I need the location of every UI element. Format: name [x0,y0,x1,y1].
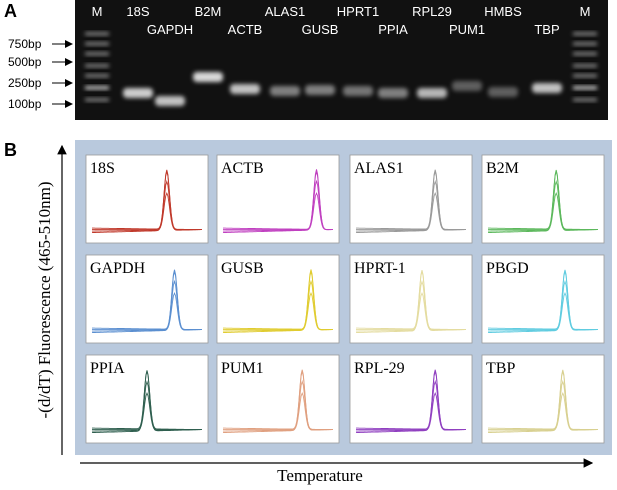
ladder-label: 250bp [8,76,42,90]
lane-label: GAPDH [147,22,193,37]
ladder-label: 100bp [8,97,42,111]
panel-name: PBGD [486,260,529,277]
melt-panel [85,254,209,344]
lane-label: PUM1 [449,22,485,37]
lane-label: 18S [126,4,149,19]
band [155,96,185,106]
lane-label: B2M [195,4,222,19]
panel-name: ALAS1 [354,160,404,177]
ladder-band [573,98,597,102]
lane-label: HPRT1 [337,4,379,19]
panel-name: HPRT-1 [354,260,406,277]
ladder-band [85,98,109,102]
ladder-band [85,86,109,90]
melt-curve [223,371,333,431]
band [343,86,373,96]
panel-name: PPIA [90,360,125,377]
melt-curve [356,171,466,231]
ladder-band [85,52,109,56]
panel-label: B [4,140,17,160]
band [417,88,447,98]
band [123,88,153,98]
panel-label: A [4,1,17,21]
panel-name: B2M [486,160,519,177]
ladder-band [573,74,597,78]
ladder-band [85,42,109,46]
melt-curve [223,271,333,331]
ladder-band [573,32,597,36]
panel-name: PUM1 [221,360,264,377]
band [378,88,408,98]
ladder-band [573,64,597,68]
band [452,81,482,91]
ladder-band [85,32,109,36]
melt-curve [488,171,598,231]
band [488,87,518,97]
ladder-band [573,86,597,90]
band [532,83,562,93]
lane-label: PPIA [378,22,408,37]
ladder-label: 500bp [8,55,42,69]
ladder-band [573,42,597,46]
melt-curve [92,171,202,231]
melt-curve [92,271,202,331]
band [305,85,335,95]
lane-label: TBP [534,22,559,37]
ladder-band [573,52,597,56]
panel-name: 18S [90,160,115,177]
melt-curve [223,291,333,331]
ladder-band [85,64,109,68]
ladder-band [85,74,109,78]
melt-curve [488,271,598,331]
melt-curve [223,179,333,232]
x-axis-label: Temperature [277,466,363,485]
panel-name: GAPDH [90,260,146,277]
melt-curve [223,171,333,231]
lane-label: HMBS [484,4,522,19]
panel-name: ACTB [221,160,264,177]
lane-label: ALAS1 [265,4,305,19]
melt-curve [356,371,466,431]
panel-name: RPL-29 [354,360,405,377]
lane-label: M [92,4,103,19]
melt-curve [223,191,333,231]
melt-curve [488,371,598,431]
y-axis-label: -(d/dT) Fluorescence (465-510nm) [35,182,54,419]
band [270,86,300,96]
band [193,72,223,82]
ladder-label: 750bp [8,37,42,51]
lane-label: GUSB [302,22,339,37]
melt-curve [92,371,202,431]
band [230,84,260,94]
lane-label: M [580,4,591,19]
lane-label: ACTB [228,22,263,37]
melt-curve [356,271,466,331]
panel-name: GUSB [221,260,264,277]
panel-name: TBP [486,360,515,377]
lane-label: RPL29 [412,4,452,19]
